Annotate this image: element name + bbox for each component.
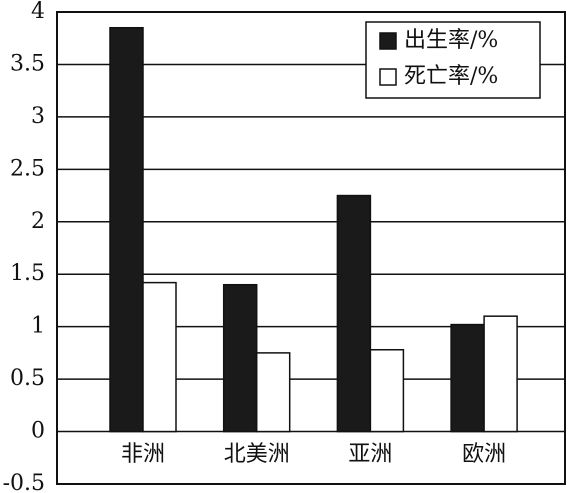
y-tick-label: 2: [31, 209, 45, 234]
bar: [142, 281, 177, 433]
y-tick-label: 1: [31, 314, 45, 339]
bar: [450, 323, 485, 433]
y-tick-label: -0.5: [3, 471, 45, 493]
plot-frame: [56, 11, 566, 485]
y-tick-label: 4: [31, 0, 45, 24]
bar: [109, 26, 144, 433]
x-tick-label: 非洲: [121, 442, 165, 467]
bar: [255, 352, 291, 433]
bar: [336, 194, 372, 433]
bar: [369, 348, 405, 433]
legend-label: 出生率/%: [404, 28, 498, 53]
x-tick-label: 亚洲: [348, 442, 392, 467]
y-tick-label: 1.5: [10, 261, 45, 286]
legend-swatch: [379, 32, 397, 50]
legend-label: 死亡率/%: [404, 64, 498, 89]
x-tick-label: 欧洲: [462, 442, 506, 467]
y-tick-label: 0: [31, 419, 45, 444]
bar: [222, 283, 258, 433]
y-tick-label: 3: [31, 104, 45, 129]
y-tick-label: 0.5: [10, 366, 45, 391]
y-tick-label: 3.5: [10, 51, 45, 76]
legend-swatch: [379, 68, 397, 86]
y-tick-label: 2.5: [10, 156, 45, 181]
x-tick-label: 北美洲: [224, 442, 290, 467]
bar: [483, 315, 518, 433]
